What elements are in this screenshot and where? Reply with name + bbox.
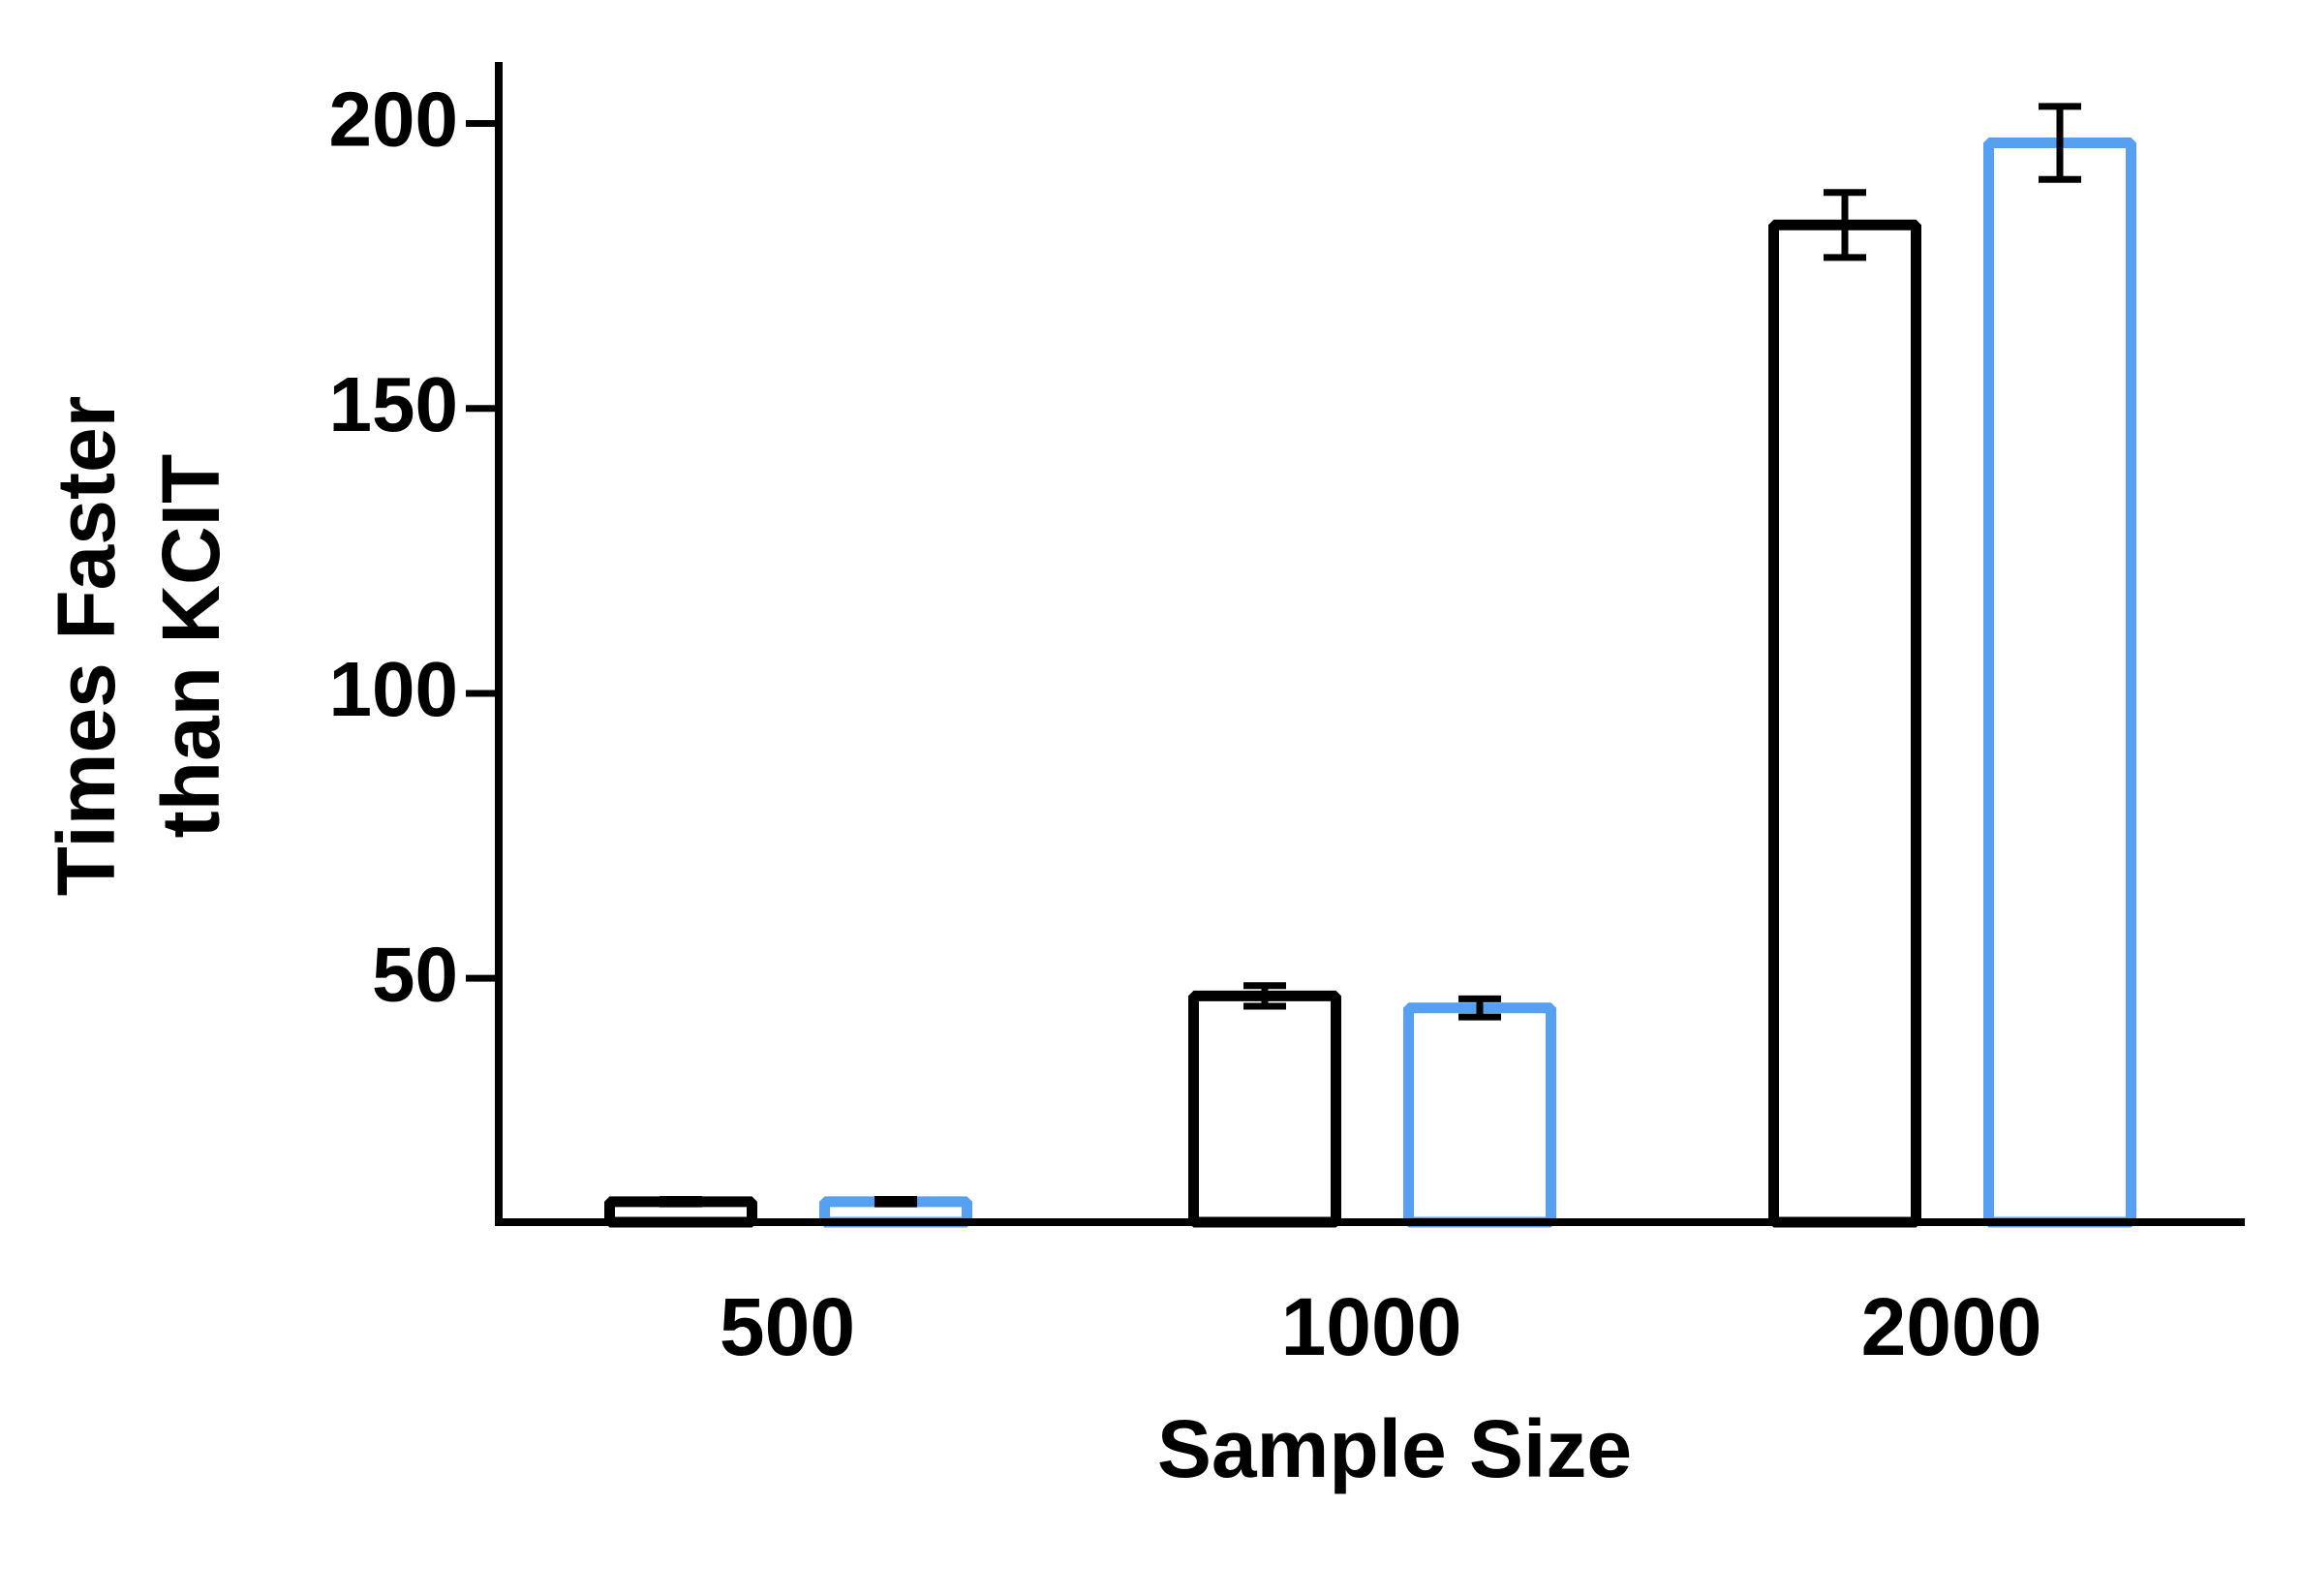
x-tick-label: 500 [720, 1281, 855, 1372]
y-axis-title: Times Faster than KCIT [41, 396, 236, 897]
bar [1983, 138, 2136, 1228]
y-tick-label: 50 [372, 931, 458, 1017]
error-bar [1458, 995, 1501, 1021]
x-tick-label: 2000 [1861, 1281, 2042, 1372]
y-axis-title-line: Times Faster [41, 396, 132, 897]
x-tick-label: 1000 [1281, 1281, 1462, 1372]
error-bar [660, 1195, 702, 1208]
y-axis-title-line: than KCIT [145, 454, 236, 839]
error-bar [1243, 982, 1286, 1010]
y-tick-label: 200 [329, 77, 458, 163]
error-bar [1824, 189, 1866, 261]
y-tick-label: 100 [329, 646, 458, 732]
bar [1768, 219, 1921, 1228]
error-bar [874, 1195, 917, 1208]
x-axis-title: Sample Size [1157, 1403, 1632, 1494]
bar [1403, 1002, 1556, 1228]
bar [1188, 990, 1341, 1228]
error-bar [2039, 103, 2081, 183]
y-tick-label: 150 [329, 361, 458, 447]
